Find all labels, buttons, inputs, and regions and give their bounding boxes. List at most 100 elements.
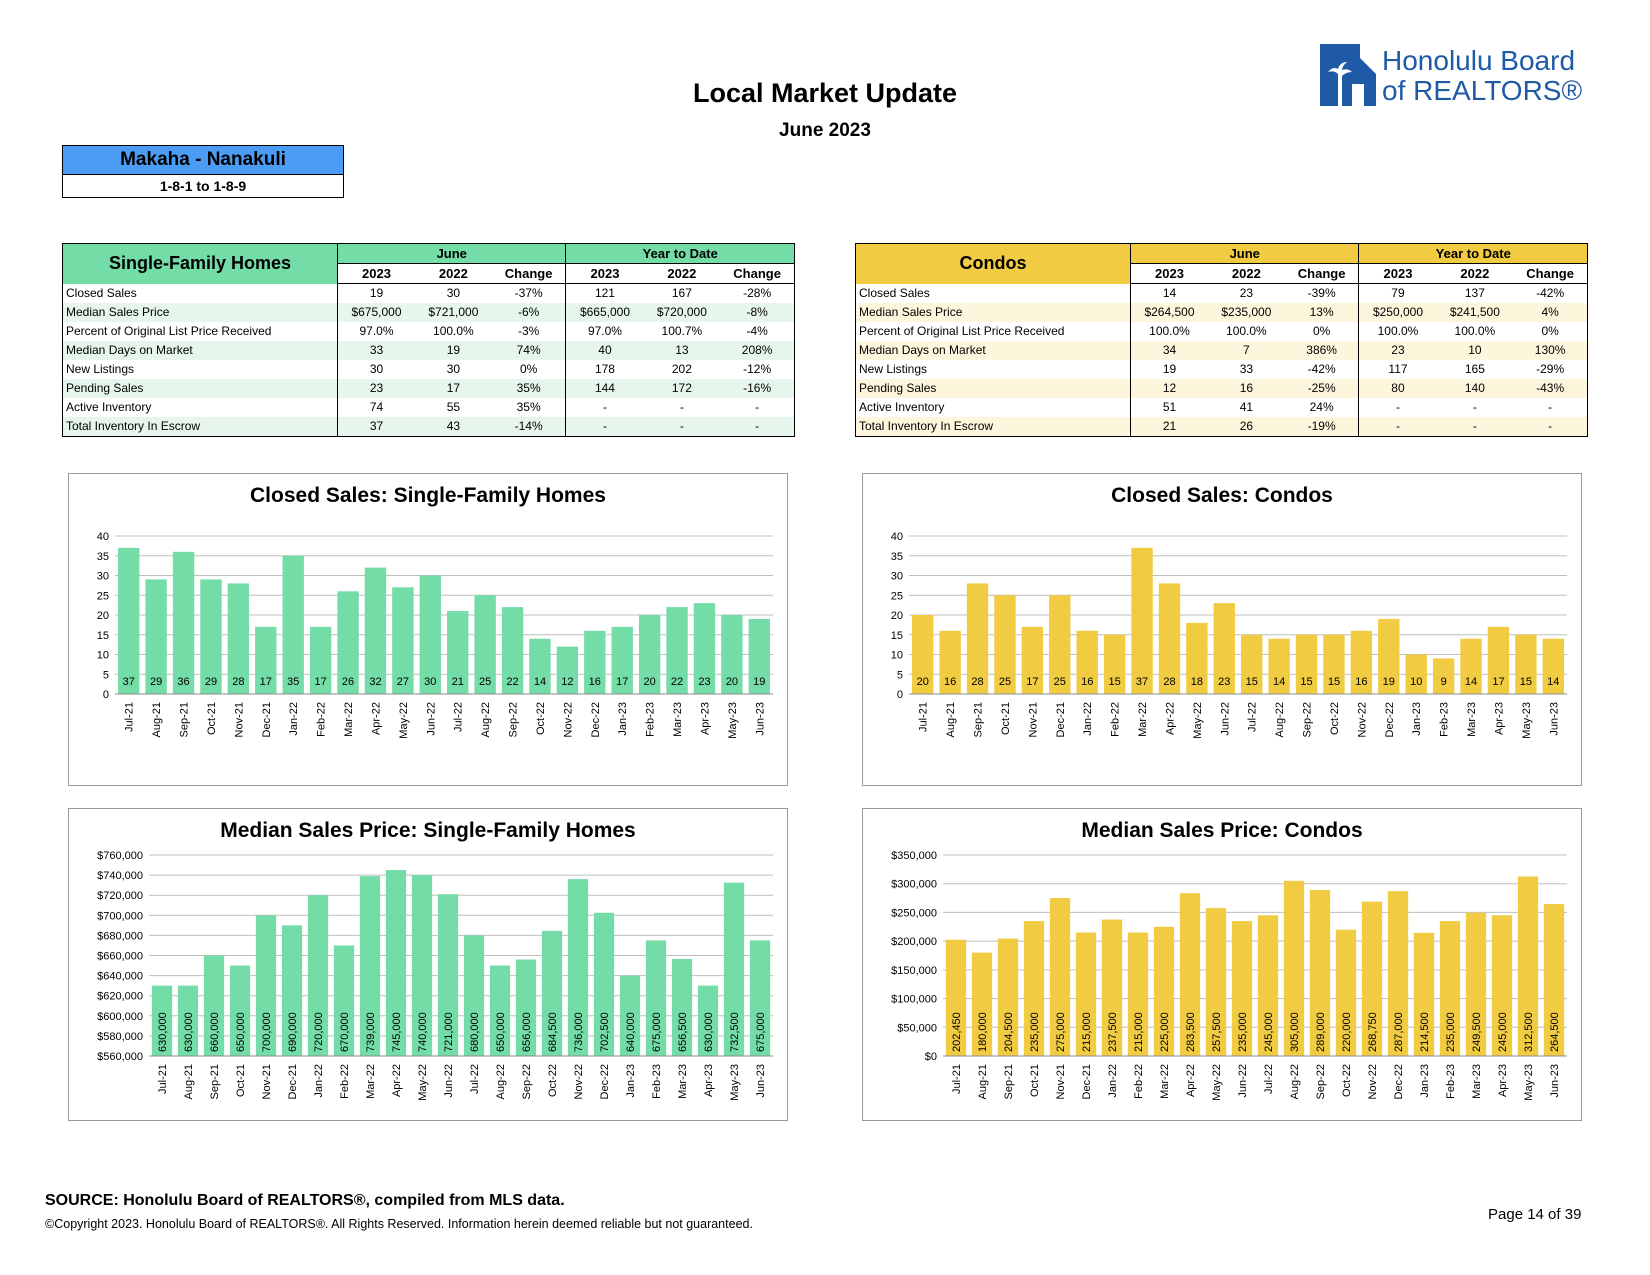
bar — [1460, 638, 1482, 694]
bar — [1465, 912, 1487, 1056]
bar — [1491, 915, 1513, 1056]
sfh-closed-sales-chart: 0 5 10 15 20 25 30 35 40 37 Jul-21 29 Aug-21 36 Sep-21… — [68, 473, 788, 786]
bar — [638, 615, 661, 694]
data-label: 650,000 — [235, 1012, 247, 1052]
x-tick-label: Jun-22 — [443, 1064, 455, 1098]
y-tick-label: 30 — [97, 571, 109, 583]
x-tick-label: Jan-22 — [1082, 702, 1094, 736]
bar — [619, 975, 641, 1056]
data-label: 275,000 — [1055, 1012, 1067, 1052]
data-label: 268,750 — [1367, 1012, 1379, 1052]
bar — [1049, 595, 1071, 694]
row-value: -42% — [1284, 360, 1360, 379]
x-tick-label: Dec-22 — [1393, 1064, 1405, 1099]
y-tick-label: $300,000 — [891, 879, 937, 891]
y-tick-label: $660,000 — [97, 951, 143, 963]
page-subtitle: June 2023 — [779, 120, 871, 141]
row-value: 121 — [594, 286, 615, 300]
x-tick-label: Nov-21 — [261, 1064, 273, 1099]
condo-stats-table: Condos June Year to Date 2023 2022 Change 2023… — [855, 243, 1588, 437]
row-value: -29% — [1536, 362, 1565, 376]
x-tick-label: Mar-22 — [343, 702, 355, 737]
data-label: 23 — [698, 676, 710, 688]
y-tick-label: $250,000 — [891, 907, 937, 919]
y-tick-label: 20 — [891, 610, 903, 622]
row-label: Pending Sales — [855, 379, 1131, 398]
x-tick-label: Apr-23 — [703, 1064, 715, 1097]
row-value: 19 — [1162, 362, 1177, 376]
x-tick-label: Jul-21 — [124, 702, 136, 732]
x-tick-label: Apr-22 — [391, 1064, 403, 1097]
x-tick-label: Mar-23 — [1466, 702, 1478, 737]
y-tick-label: $640,000 — [97, 971, 143, 983]
row-value: 100.0% — [1377, 324, 1419, 338]
row-value: -19% — [1284, 417, 1360, 437]
x-tick-label: May-22 — [1211, 1064, 1223, 1101]
row-value: 34 — [1130, 341, 1208, 360]
bar — [939, 630, 961, 694]
x-tick-label: Oct-21 — [1029, 1064, 1041, 1097]
bar — [1517, 876, 1539, 1056]
row-value: - — [720, 417, 795, 437]
row-value: 26 — [1207, 417, 1285, 437]
bar — [1378, 618, 1400, 694]
area-codes: 1-8-1 to 1-8-9 — [159, 178, 247, 194]
row-value: $264,500 — [1130, 303, 1208, 322]
row-value: 21 — [1130, 417, 1208, 437]
row-value: 43 — [414, 417, 492, 437]
y-tick-label: 40 — [97, 531, 109, 543]
row-value: 100.0% — [1149, 324, 1190, 338]
bar — [437, 894, 459, 1056]
y-tick-label: 20 — [97, 610, 109, 622]
chart-title: Median Sales Price: Single-Family Homes — [220, 819, 636, 842]
bar — [567, 879, 589, 1056]
data-label: 19 — [753, 676, 765, 688]
table-row: Closed Sales 14 23 -39% 79 137 -42% — [855, 283, 1588, 303]
row-value: -14% — [491, 417, 567, 437]
area-name: Makaha - Nanakuli — [63, 146, 343, 175]
data-label: 15 — [1328, 676, 1340, 688]
chart-title: Closed Sales: Condos — [1111, 484, 1333, 507]
data-label: 740,000 — [417, 1012, 429, 1052]
data-label: 22 — [671, 676, 683, 688]
bar — [1543, 904, 1565, 1056]
row-value: 74 — [369, 400, 384, 414]
data-label: 684,500 — [547, 1012, 559, 1052]
row-value: 16 — [1207, 379, 1285, 398]
column-header: 2023 — [1358, 263, 1437, 284]
data-label: 32 — [369, 676, 381, 688]
y-tick-label: $100,000 — [891, 994, 937, 1006]
x-tick-label: Apr-23 — [1493, 702, 1505, 735]
x-tick-label: Oct-22 — [1341, 1064, 1353, 1097]
sfh-stats-table: Single-Family Homes June Year to Date 2023 2… — [62, 243, 795, 437]
row-value: -12% — [743, 362, 772, 376]
x-tick-label: Nov-22 — [562, 702, 574, 737]
y-tick-label: 35 — [97, 551, 109, 563]
bar — [515, 959, 537, 1056]
x-tick-label: Jun-22 — [1219, 702, 1231, 736]
y-tick-label: 15 — [97, 630, 109, 642]
row-label: Active Inventory — [855, 398, 1131, 417]
column-header: Change — [720, 263, 795, 284]
row-value: -42% — [1536, 286, 1565, 300]
bar — [447, 611, 469, 694]
y-tick-label: 25 — [891, 590, 903, 602]
bar — [593, 912, 615, 1056]
row-value: 144 — [565, 379, 644, 398]
data-label: 257,500 — [1211, 1012, 1223, 1052]
row-value: 386% — [1284, 341, 1360, 360]
x-tick-label: Oct-21 — [235, 1064, 247, 1097]
data-label: 264,500 — [1549, 1012, 1561, 1052]
x-tick-label: Sep-22 — [1315, 1064, 1327, 1099]
row-value: - — [755, 400, 760, 414]
row-value: -4% — [746, 324, 768, 338]
y-tick-label: $720,000 — [97, 890, 143, 902]
bar — [1335, 929, 1357, 1056]
row-label: New Listings — [62, 360, 338, 379]
bar — [463, 935, 485, 1056]
row-value: - — [1436, 417, 1514, 437]
x-tick-label: Oct-22 — [535, 702, 547, 735]
data-label: 14 — [534, 676, 546, 688]
x-tick-label: Jan-23 — [1411, 702, 1423, 736]
bar — [172, 551, 195, 694]
